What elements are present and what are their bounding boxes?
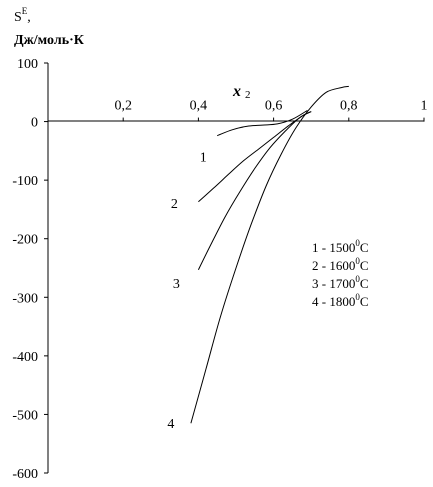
curve-series-1 bbox=[217, 109, 308, 137]
y-tick-label: 100 bbox=[17, 57, 38, 72]
y-axis-superscript: E bbox=[22, 6, 28, 16]
x-axis-subscript: 2 bbox=[245, 89, 251, 101]
legend-entry-1: 1 - 15000C bbox=[312, 238, 369, 255]
legend-text: 3 - 1700 bbox=[312, 276, 355, 291]
y-ticks: 100 0 -100 -200 -300 -400 -500 -600 bbox=[12, 57, 48, 482]
y-tick-label: -200 bbox=[12, 233, 38, 248]
x-ticks: 0,2 0,4 0,6 0,8 1 bbox=[114, 99, 428, 122]
x-axis-symbol: x bbox=[232, 83, 241, 100]
curve-series-3 bbox=[197, 111, 312, 271]
legend-text: 2 - 1600 bbox=[312, 258, 355, 273]
curves bbox=[190, 85, 349, 424]
y-tick-label: -400 bbox=[12, 350, 38, 365]
legend-unit: C bbox=[360, 276, 369, 291]
y-tick-label: -300 bbox=[12, 291, 38, 306]
legend-degree-sup: 0 bbox=[355, 274, 360, 284]
legend-entry-4: 4 - 18000C bbox=[312, 292, 369, 309]
y-axis-units: Дж/моль·К bbox=[14, 33, 85, 48]
curve-series-4 bbox=[190, 85, 349, 424]
legend-unit: C bbox=[360, 240, 369, 255]
curve-label-3: 3 bbox=[173, 277, 180, 292]
y-tick-label: 0 bbox=[31, 116, 38, 131]
x-tick-label: 0,4 bbox=[190, 99, 208, 114]
legend-text: 1 - 1500 bbox=[312, 240, 355, 255]
x-tick-label: 1 bbox=[421, 99, 428, 114]
curve-label-4: 4 bbox=[167, 417, 174, 432]
legend-degree-sup: 0 bbox=[355, 256, 360, 266]
legend-unit: C bbox=[360, 258, 369, 273]
legend-entry-3: 3 - 17000C bbox=[312, 274, 369, 291]
y-axis-comma: , bbox=[27, 10, 31, 25]
legend-unit: C bbox=[360, 294, 369, 309]
legend-entry-2: 2 - 16000C bbox=[312, 256, 369, 273]
curve-label-2: 2 bbox=[171, 197, 178, 212]
curve-labels: 1 2 3 4 bbox=[167, 151, 206, 433]
legend-degree-sup: 0 bbox=[355, 238, 360, 248]
x-tick-label: 0,6 bbox=[265, 99, 283, 114]
legend-text: 4 - 1800 bbox=[312, 294, 355, 309]
y-axis-symbol: S bbox=[14, 10, 22, 25]
y-tick-label: -500 bbox=[12, 408, 38, 423]
y-axis-title: SE, bbox=[14, 6, 31, 25]
curve-label-1: 1 bbox=[200, 151, 207, 166]
y-tick-label: -600 bbox=[12, 467, 38, 482]
y-tick-label: -100 bbox=[12, 174, 38, 189]
x-tick-label: 0,2 bbox=[114, 99, 132, 114]
x-tick-label: 0,8 bbox=[340, 99, 358, 114]
legend-degree-sup: 0 bbox=[355, 292, 360, 302]
